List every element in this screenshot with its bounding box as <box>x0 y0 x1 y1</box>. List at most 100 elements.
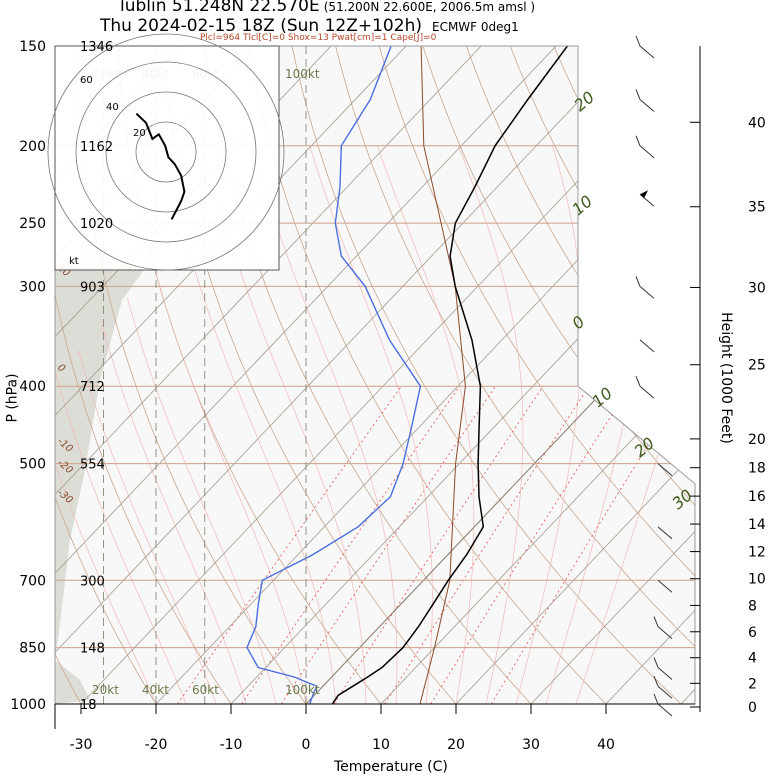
moist-adiabat-line <box>575 145 695 704</box>
pressure-tick-label: 500 <box>19 457 46 473</box>
height-tick-label: 12 <box>748 545 766 561</box>
wind-barb-staff <box>657 463 673 476</box>
dry-adiabat-line <box>55 46 232 704</box>
mixing-ratio-label: 12 <box>440 706 453 717</box>
dry-adiabat-line <box>335 46 695 704</box>
mixing-ratio-label: 8 <box>394 706 400 717</box>
moist-adiabat-line <box>257 162 398 704</box>
mixing-ratio-label: 1 <box>186 706 192 717</box>
dry-adiabat-line <box>55 46 157 704</box>
mixing-ratio-label: 3 <box>290 706 296 717</box>
dewpoint-curve <box>246 46 422 704</box>
x-tick-label: 20 <box>447 737 465 753</box>
x-axis-label: Temperature (C) <box>334 759 448 775</box>
height-tick-label: 6 <box>748 625 757 641</box>
moist-adiabat-line <box>154 268 307 704</box>
geopotential-label: 554 <box>80 458 105 473</box>
isotherm-line <box>55 46 632 704</box>
hodograph-ring <box>105 91 227 213</box>
x-tick-label: -20 <box>145 737 168 753</box>
y-axis-label: P (hPa) <box>4 373 21 423</box>
wind-barb-staff <box>657 685 673 699</box>
mixing-ratio-label: 20 <box>502 706 515 717</box>
dry-adiabat-line <box>378 46 695 704</box>
geopotential-label: 148 <box>80 642 105 657</box>
height-tick-label: 8 <box>748 598 757 614</box>
moist-adiabat-line <box>309 145 433 704</box>
wind-barb-pennant <box>640 190 648 199</box>
mixing-ratio-label: 2 <box>252 706 258 717</box>
wind-barb-staff <box>639 99 655 112</box>
hodograph-ring-label: 40 <box>106 102 119 113</box>
wind-barb-flag <box>653 693 659 705</box>
height-tick-label: 30 <box>748 280 766 296</box>
geopotential-label: 1162 <box>80 140 113 155</box>
wind-barb-staff <box>639 339 655 353</box>
isotherm-line <box>530 46 695 704</box>
moist-adiabat-line <box>55 394 157 704</box>
x-tick-label: 0 <box>302 737 311 753</box>
dry-adiabat-label: 0 <box>55 362 67 375</box>
x-tick-label: 30 <box>522 737 540 753</box>
moist-adiabat-line <box>55 372 187 704</box>
moist-adiabat-line <box>184 236 337 704</box>
pressure-tick-label: 400 <box>19 379 46 395</box>
hodograph-unit-label: kt <box>69 256 79 267</box>
temperature-curve <box>331 46 569 704</box>
wind-barb-flag <box>635 35 641 47</box>
wind-barb-staff <box>639 45 655 59</box>
dry-adiabat-line <box>160 46 457 704</box>
wind-barb-staff <box>657 626 673 639</box>
hodograph-ring <box>135 121 197 183</box>
moist-adiabat-line <box>127 297 277 704</box>
height-tick-label: 14 <box>748 517 766 533</box>
axes: 1502002503004005007008501000134611621020… <box>10 39 766 753</box>
x-tick-label: -10 <box>220 737 243 753</box>
geopotential-label: 300 <box>80 574 105 589</box>
pressure-tick-label: 700 <box>19 573 46 589</box>
height-tick-label: 4 <box>748 651 757 667</box>
dry-adiabat-line <box>422 46 695 704</box>
parcel-curve <box>419 46 466 704</box>
station-title: lublin 51.248N 22.570E (51.200N 22.600E, … <box>120 0 536 16</box>
geopotential-label: 903 <box>80 280 105 295</box>
wind-barb-flag <box>653 657 659 668</box>
geopotential-label: 1346 <box>80 40 113 55</box>
isotherm-line <box>55 46 482 704</box>
wind-barb-flag <box>635 135 641 146</box>
wind-speed-label-bottom: 20kt <box>92 683 119 697</box>
moist-adiabat-line <box>458 145 524 704</box>
hodograph-trace <box>135 112 186 220</box>
hodograph-ring-label: 60 <box>80 75 93 86</box>
hodograph-ring <box>75 61 257 243</box>
parameter-line: Plcl=964 Tlcl[C]=0 Shox=13 Pwat[cm]=1 Ca… <box>200 33 437 43</box>
pressure-tick-label: 200 <box>19 139 46 155</box>
wind-barb-staff <box>639 145 655 159</box>
height-tick-label: 10 <box>748 572 766 588</box>
wind-barb-staff <box>657 526 673 540</box>
height-tick-label: 40 <box>748 115 766 131</box>
isotherm-line <box>55 46 557 704</box>
height-tick-label: 25 <box>748 358 766 374</box>
isotherm-line <box>55 46 407 704</box>
mixing-ratio-label: 5 <box>343 706 349 717</box>
pressure-tick-label: 150 <box>19 39 46 55</box>
x-tick-label: -30 <box>70 737 93 753</box>
hodograph-ring <box>47 33 285 271</box>
pressure-tick-label: 250 <box>19 216 46 232</box>
wind-barb-staff <box>639 286 655 299</box>
moist-adiabat-line <box>101 324 247 704</box>
wind-barb-flag <box>635 89 641 100</box>
pressure-tick-label: 300 <box>19 279 46 295</box>
height-tick-label: 0 <box>748 700 757 716</box>
height-tick-label: 16 <box>748 489 766 505</box>
height-tick-label: 2 <box>748 676 757 692</box>
wind-barb-flag <box>635 376 641 387</box>
pressure-tick-label: 1000 <box>10 697 46 713</box>
wind-barb-staff <box>657 703 673 717</box>
wind-barbs <box>635 35 673 717</box>
wind-speed-label-bottom: 60kt <box>192 683 219 697</box>
wind-barb-staff <box>657 667 673 680</box>
height-tick-label: 35 <box>748 200 766 216</box>
